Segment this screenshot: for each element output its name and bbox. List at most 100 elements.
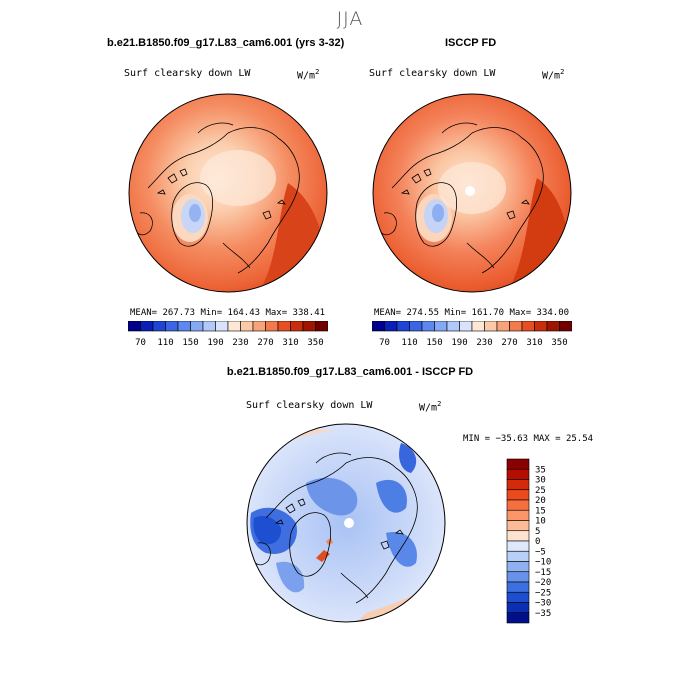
model-colorbar-tick-label: 150 <box>182 338 198 348</box>
obs-colorbar-box <box>396 321 410 332</box>
diff-colorbar-box <box>506 561 530 573</box>
diff-panel-title: b.e21.B1850.f09_g17.L83_cam6.001 - ISCCP… <box>226 366 474 378</box>
diff-colorbar-tick-label: −25 <box>535 588 551 598</box>
diff-colorbar-tick-label: 30 <box>535 476 546 486</box>
diff-colorbar-tick-label: 25 <box>535 486 546 496</box>
diff-colorbar-box <box>506 602 530 614</box>
model-colorbar-box <box>277 321 291 332</box>
obs-polar-map <box>372 93 572 293</box>
diff-colorbar-box <box>506 489 530 501</box>
diff-colorbar-box <box>506 499 530 511</box>
model-colorbar-box <box>265 321 279 332</box>
obs-colorbar-box <box>546 321 560 332</box>
obs-colorbar-box <box>434 321 448 332</box>
obs-colorbar-box <box>384 321 398 332</box>
diff-colorbar-box <box>506 540 530 552</box>
diff-colorbar-tick-label: −15 <box>535 568 551 578</box>
model-colorbar-tick-label: 70 <box>135 338 146 348</box>
diff-colorbar-tick-label: 10 <box>535 517 546 527</box>
diff-colorbar-box <box>506 479 530 491</box>
model-colorbar-box <box>165 321 179 332</box>
obs-colorbar-tick-label: 190 <box>451 338 467 348</box>
model-colorbar-box <box>140 321 154 332</box>
diff-colorbar-box <box>506 458 530 470</box>
model-colorbar-box <box>290 321 304 332</box>
diff-colorbar-boxes <box>506 458 530 624</box>
model-map-boundary <box>128 93 328 293</box>
obs-colorbar-box <box>521 321 535 332</box>
diff-colorbar-tick-label: 15 <box>535 506 546 516</box>
obs-colorbar-box <box>509 321 523 332</box>
model-colorbar: 70 110 150 190 230 270 310 350 <box>128 321 328 348</box>
model-colorbar-tick-label: 110 <box>157 338 173 348</box>
obs-colorbar: 70 110 150 190 230 270 310 350 <box>372 321 572 348</box>
diff-colorbar-box <box>506 530 530 542</box>
obs-colorbar-tick-label: 310 <box>526 338 542 348</box>
obs-colorbar-box <box>409 321 423 332</box>
diff-colorbar-box <box>506 581 530 593</box>
model-colorbar-box <box>190 321 204 332</box>
diff-variable-label: Surf clearsky down LW <box>246 400 373 411</box>
obs-colorbar-ticks: 70 110 150 190 230 270 310 350 <box>379 338 568 348</box>
obs-colorbar-box <box>559 321 572 332</box>
obs-colorbar-box <box>484 321 498 332</box>
obs-variable-label: Surf clearsky down LW <box>369 68 496 79</box>
model-colorbar-tick-label: 190 <box>207 338 223 348</box>
model-colorbar-box <box>177 321 191 332</box>
model-colorbar-box <box>152 321 166 332</box>
model-variable-label: Surf clearsky down LW <box>124 68 251 79</box>
model-colorbar-box <box>215 321 229 332</box>
obs-panel-title: ISCCP FD <box>445 37 497 49</box>
obs-units-label: W/m2 <box>542 68 565 82</box>
obs-colorbar-boxes <box>372 321 572 332</box>
diff-coastlines <box>251 452 418 604</box>
model-units-label: W/m2 <box>297 68 320 82</box>
obs-stats: MEAN= 274.55 Min= 161.70 Max= 334.00 <box>374 308 570 318</box>
obs-colorbar-box <box>446 321 460 332</box>
diff-map-boundary <box>246 423 446 623</box>
obs-map-boundary <box>372 93 572 293</box>
obs-colorbar-box <box>471 321 485 332</box>
obs-colorbar-box <box>459 321 473 332</box>
model-colorbar-tick-label: 230 <box>232 338 248 348</box>
model-colorbar-boxes <box>128 321 328 332</box>
obs-colorbar-box <box>534 321 548 332</box>
diff-colorbar-box <box>506 509 530 521</box>
obs-colorbar-tick-label: 350 <box>551 338 567 348</box>
model-colorbar-box <box>252 321 266 332</box>
diff-colorbar-box <box>506 571 530 583</box>
model-stats: MEAN= 267.73 Min= 164.43 Max= 338.41 <box>130 308 326 318</box>
diff-colorbar-tick-label: −10 <box>535 558 551 568</box>
obs-colorbar-tick-label: 230 <box>476 338 492 348</box>
diff-polar-map <box>246 423 446 623</box>
model-colorbar-box <box>227 321 241 332</box>
diff-colorbar-box <box>506 591 530 603</box>
model-colorbar-ticks: 70 110 150 190 230 270 310 350 <box>135 338 324 348</box>
model-colorbar-box <box>202 321 216 332</box>
model-colorbar-box <box>315 321 328 332</box>
diff-minmax: MIN = −35.63 MAX = 25.54 <box>463 434 594 444</box>
diff-colorbar-box <box>506 468 530 480</box>
season-title: JJA <box>336 8 364 30</box>
model-colorbar-tick-label: 270 <box>257 338 273 348</box>
diff-colorbar-tick-label: −20 <box>535 578 551 588</box>
obs-colorbar-box <box>421 321 435 332</box>
model-colorbar-box <box>240 321 254 332</box>
diff-colorbar-tick-label: 0 <box>535 537 540 547</box>
model-polar-map <box>128 93 328 293</box>
diff-colorbar-box <box>506 612 530 624</box>
diff-colorbar-tick-label: −30 <box>535 599 551 609</box>
model-colorbar-tick-label: 350 <box>307 338 323 348</box>
model-colorbar-box <box>128 321 141 332</box>
obs-colorbar-tick-label: 150 <box>426 338 442 348</box>
diff-colorbar-tick-label: −5 <box>535 547 546 557</box>
model-colorbar-box <box>302 321 316 332</box>
diff-colorbar-box <box>506 550 530 562</box>
diff-colorbar-tick-label: −35 <box>535 609 551 619</box>
model-panel-title: b.e21.B1850.f09_g17.L83_cam6.001 (yrs 3-… <box>107 37 345 49</box>
obs-colorbar-box <box>496 321 510 332</box>
obs-colorbar-tick-label: 70 <box>379 338 390 348</box>
diff-colorbar-box <box>506 520 530 532</box>
